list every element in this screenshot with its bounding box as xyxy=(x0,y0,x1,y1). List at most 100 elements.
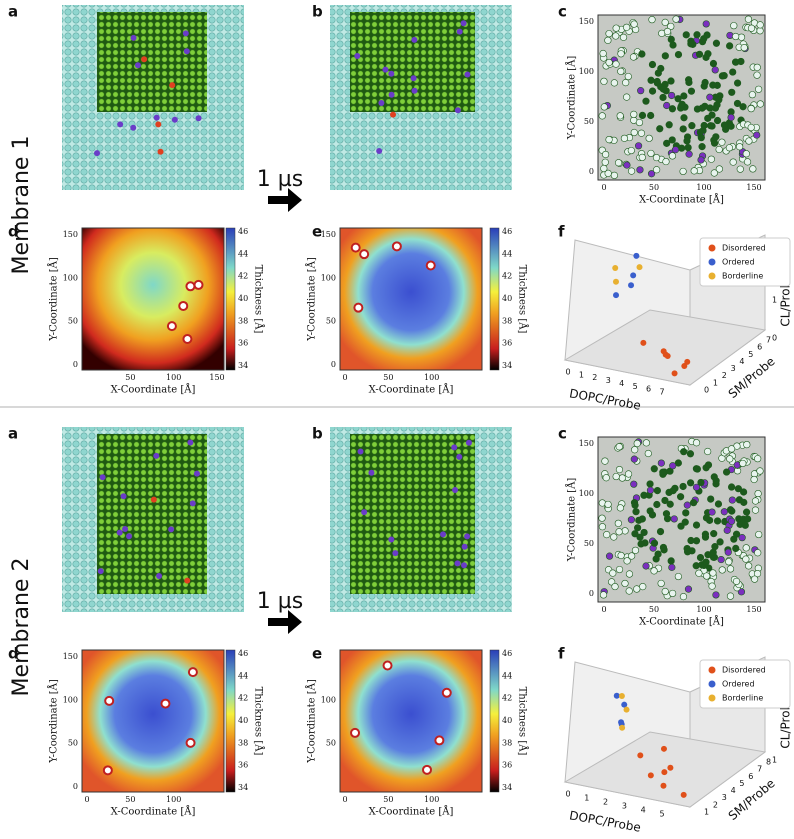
legend-label: Ordered xyxy=(722,680,755,689)
probe xyxy=(182,30,189,37)
yticks-tick-label: 6 xyxy=(748,772,753,781)
y-tick-label: 50 xyxy=(68,739,78,748)
lipid xyxy=(622,79,630,87)
lipid xyxy=(634,524,642,532)
lipid xyxy=(605,135,613,144)
xticks-tick-label: 6 xyxy=(646,385,651,394)
lipid xyxy=(723,526,731,534)
xticks-tick-label: 0 xyxy=(565,368,570,377)
probe-site xyxy=(441,687,452,698)
probe-site xyxy=(425,260,436,271)
colorbar-tick-label: 44 xyxy=(238,249,248,258)
probe-point xyxy=(613,692,620,699)
lipid xyxy=(740,488,748,496)
lipid xyxy=(657,459,665,467)
lipid xyxy=(724,548,732,556)
y-tick-label: 100 xyxy=(579,67,594,76)
colorbar-tick-label: 44 xyxy=(502,249,512,258)
xticks-tick-label: 5 xyxy=(633,382,638,391)
lipid xyxy=(616,504,625,512)
colorbar-label: Thickness [Å] xyxy=(517,265,529,334)
lipid xyxy=(698,143,706,151)
lipid xyxy=(692,439,701,447)
x-tick-label: 0 xyxy=(601,605,606,614)
lipid xyxy=(669,589,677,598)
lipid xyxy=(685,78,693,87)
probe xyxy=(451,444,458,451)
probe-point xyxy=(647,772,654,779)
lipid xyxy=(634,142,643,150)
lipid xyxy=(708,582,716,590)
lipid xyxy=(729,158,737,166)
lipid xyxy=(640,491,648,499)
lipid xyxy=(729,68,737,76)
lipid xyxy=(712,477,720,485)
lipid xyxy=(740,498,748,506)
lipid xyxy=(702,53,710,61)
lipid xyxy=(732,577,741,586)
x-axis-label: DOPC/Probe xyxy=(568,808,642,834)
probe xyxy=(354,53,361,60)
y-tick-label: 100 xyxy=(579,489,594,498)
lipid xyxy=(726,592,735,600)
lipid xyxy=(614,519,622,527)
lipid xyxy=(605,58,613,67)
legend-label: Borderline xyxy=(722,272,763,281)
lipid xyxy=(636,166,644,174)
lipid xyxy=(702,20,710,28)
lipid xyxy=(734,485,742,493)
lipid xyxy=(669,487,677,495)
yticks-tick-label: 3 xyxy=(731,364,736,373)
lipid xyxy=(679,125,687,133)
lipid xyxy=(728,483,736,491)
y-tick-label: 150 xyxy=(321,230,336,239)
probe xyxy=(411,36,418,43)
probe xyxy=(454,560,461,567)
lipid xyxy=(598,523,607,531)
colorbar-tick-label: 38 xyxy=(502,738,512,747)
xticks-tick-label: 7 xyxy=(659,388,664,397)
x-tick-label: 100 xyxy=(424,373,439,382)
lipid xyxy=(732,530,741,538)
lipid xyxy=(615,443,623,451)
lipid xyxy=(736,143,744,151)
lipid xyxy=(652,555,660,563)
lipid xyxy=(656,125,664,133)
probe xyxy=(357,448,364,455)
lipid xyxy=(742,508,751,516)
lipid xyxy=(698,104,706,112)
lipid xyxy=(646,480,654,488)
lipid xyxy=(615,528,623,536)
lipid xyxy=(653,166,661,174)
probe xyxy=(456,28,463,35)
lipid xyxy=(604,500,612,509)
lipid xyxy=(599,49,607,58)
colorbar-tick-label: 44 xyxy=(238,671,248,680)
colorbar-tick-label: 36 xyxy=(502,339,512,348)
lipid xyxy=(715,96,723,104)
colorbar-tick-label: 42 xyxy=(238,272,248,281)
lipid xyxy=(710,139,719,147)
lipid xyxy=(637,87,645,95)
probe xyxy=(157,148,164,155)
lipid xyxy=(601,158,609,166)
lipid xyxy=(600,164,608,173)
lipid xyxy=(728,88,736,96)
lipid xyxy=(692,483,701,491)
probe xyxy=(183,48,190,55)
lipid xyxy=(714,500,723,508)
lipid xyxy=(624,72,632,81)
lipid xyxy=(667,22,675,31)
lipid xyxy=(632,508,640,516)
probe-site xyxy=(160,698,171,709)
xticks-tick-label: 5 xyxy=(659,810,664,819)
colorbar-tick-label: 42 xyxy=(238,694,248,703)
probe xyxy=(388,91,395,98)
lipid xyxy=(599,591,608,599)
lipid xyxy=(598,112,606,120)
probe xyxy=(195,115,202,122)
lipid xyxy=(625,587,633,595)
x-tick-label: 0 xyxy=(601,183,606,192)
lipid xyxy=(736,165,744,173)
lipid xyxy=(753,570,762,578)
